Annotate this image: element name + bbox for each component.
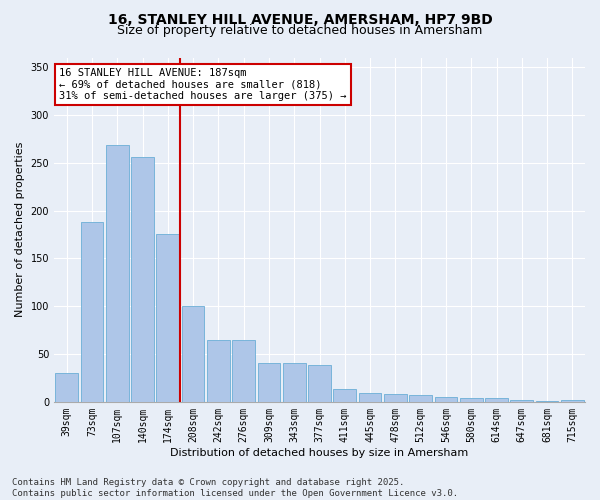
Bar <box>106 144 128 402</box>
Bar <box>561 400 584 402</box>
Y-axis label: Number of detached properties: Number of detached properties <box>15 142 25 318</box>
Bar <box>359 393 382 402</box>
Bar <box>207 340 230 402</box>
X-axis label: Distribution of detached houses by size in Amersham: Distribution of detached houses by size … <box>170 448 469 458</box>
Bar <box>334 390 356 402</box>
Bar <box>157 234 179 402</box>
Bar <box>131 157 154 402</box>
Text: Size of property relative to detached houses in Amersham: Size of property relative to detached ho… <box>118 24 482 37</box>
Bar <box>80 222 103 402</box>
Bar <box>409 395 432 402</box>
Bar <box>460 398 482 402</box>
Bar <box>384 394 407 402</box>
Bar <box>511 400 533 402</box>
Text: Contains HM Land Registry data © Crown copyright and database right 2025.
Contai: Contains HM Land Registry data © Crown c… <box>12 478 458 498</box>
Bar <box>485 398 508 402</box>
Text: 16, STANLEY HILL AVENUE, AMERSHAM, HP7 9BD: 16, STANLEY HILL AVENUE, AMERSHAM, HP7 9… <box>107 12 493 26</box>
Text: 16 STANLEY HILL AVENUE: 187sqm
← 69% of detached houses are smaller (818)
31% of: 16 STANLEY HILL AVENUE: 187sqm ← 69% of … <box>59 68 347 101</box>
Bar <box>257 362 280 402</box>
Bar <box>308 366 331 402</box>
Bar <box>182 306 205 402</box>
Bar <box>434 397 457 402</box>
Bar <box>55 373 78 402</box>
Bar <box>283 362 305 402</box>
Bar <box>536 401 559 402</box>
Bar <box>232 340 255 402</box>
